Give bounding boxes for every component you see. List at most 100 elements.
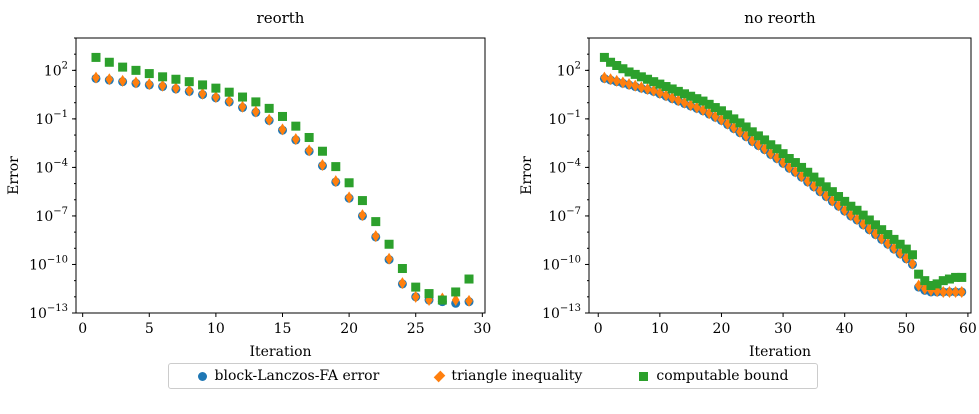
data-point-square bbox=[599, 52, 609, 62]
data-point-square bbox=[723, 110, 733, 120]
data-point-square bbox=[858, 210, 868, 220]
data-point-square bbox=[760, 135, 770, 145]
diamond-marker-icon bbox=[434, 370, 446, 382]
data-point-diamond bbox=[358, 209, 367, 222]
data-point-square bbox=[251, 97, 261, 107]
y-tick-label: 10−13 bbox=[542, 303, 581, 322]
data-point-square bbox=[692, 94, 702, 104]
data-point-square bbox=[883, 230, 893, 240]
data-point-diamond bbox=[699, 103, 707, 116]
data-point-square bbox=[809, 172, 819, 182]
data-point-square bbox=[920, 276, 930, 286]
x-axis-label: Iteration bbox=[749, 344, 811, 360]
x-tick-label: 50 bbox=[897, 321, 915, 337]
data-point-square bbox=[747, 127, 757, 137]
data-point-square bbox=[790, 158, 800, 168]
data-point-square bbox=[144, 69, 154, 79]
data-point-square bbox=[895, 239, 905, 249]
data-point-square bbox=[901, 244, 911, 254]
data-point-square bbox=[211, 83, 221, 93]
data-point-square bbox=[344, 178, 354, 188]
data-point-diamond bbox=[411, 290, 420, 303]
data-point-square bbox=[655, 79, 665, 89]
x-tick-label: 5 bbox=[145, 321, 154, 337]
data-point-diamond bbox=[625, 78, 633, 91]
data-point-square bbox=[797, 162, 807, 172]
data-point-diamond bbox=[933, 285, 941, 298]
data-point-square bbox=[741, 122, 751, 132]
y-tick-label: 10−1 bbox=[548, 109, 581, 128]
legend-item-block-lanczos: block-Lanczos-FA error bbox=[197, 368, 380, 384]
data-point-diamond bbox=[132, 76, 140, 89]
data-point-diamond bbox=[265, 113, 273, 126]
data-point-square bbox=[184, 77, 194, 87]
data-point-square bbox=[264, 103, 274, 113]
y-axis-label: Error bbox=[6, 156, 22, 195]
data-point-diamond bbox=[619, 76, 627, 89]
x-tick-label: 20 bbox=[713, 321, 731, 337]
data-point-square bbox=[784, 154, 794, 164]
data-point-square bbox=[612, 61, 622, 70]
data-point-square bbox=[371, 217, 381, 227]
x-tick-label: 0 bbox=[594, 321, 603, 337]
data-point-diamond bbox=[914, 279, 923, 292]
data-point-square bbox=[357, 196, 367, 206]
data-point-diamond bbox=[945, 285, 954, 298]
y-axis-label: Error bbox=[519, 156, 535, 195]
x-tick-label: 20 bbox=[340, 321, 358, 337]
data-point-square bbox=[951, 272, 961, 282]
data-point-diamond bbox=[606, 73, 615, 86]
data-point-square bbox=[606, 57, 616, 67]
data-point-diamond bbox=[398, 277, 407, 290]
chart-title: no reorth bbox=[744, 9, 816, 27]
data-point-square bbox=[238, 92, 248, 102]
panel-2: no reorth 0 10 20 30 40 50 60 102 10−1 10−4 10−7 10−… bbox=[519, 9, 977, 360]
data-point-square bbox=[846, 201, 856, 211]
x-tick-label: 25 bbox=[407, 321, 425, 337]
data-point-square bbox=[451, 287, 461, 297]
data-point-diamond bbox=[766, 147, 775, 160]
data-point-square bbox=[643, 74, 653, 84]
data-point-square bbox=[686, 91, 696, 101]
data-point-diamond bbox=[908, 257, 917, 270]
data-point-square bbox=[630, 69, 640, 79]
x-tick-label: 60 bbox=[959, 321, 977, 337]
circle-marker-icon bbox=[197, 371, 207, 381]
x-tick-label: 40 bbox=[836, 321, 854, 337]
data-point-square bbox=[821, 182, 831, 192]
legend-label: block-Lanczos-FA error bbox=[214, 368, 380, 384]
data-point-diamond bbox=[939, 285, 948, 298]
x-tick-label: 10 bbox=[651, 321, 669, 337]
data-point-diamond bbox=[331, 175, 340, 188]
y-tick-label: 102 bbox=[557, 60, 581, 79]
data-point-diamond bbox=[305, 144, 313, 157]
data-point-square bbox=[766, 140, 776, 150]
data-point-square bbox=[957, 272, 967, 282]
data-point-diamond bbox=[785, 161, 794, 174]
legend-item-computable: computable bound bbox=[639, 368, 788, 384]
data-point-diamond bbox=[198, 87, 207, 100]
data-point-diamond bbox=[853, 213, 861, 226]
data-point-square bbox=[840, 196, 850, 206]
data-point-square bbox=[397, 264, 407, 274]
data-point-diamond bbox=[742, 129, 750, 142]
data-point-square bbox=[673, 86, 683, 96]
plot-frame bbox=[75, 37, 486, 314]
data-point-square bbox=[815, 177, 825, 187]
data-point-square bbox=[716, 106, 726, 116]
data-point-square bbox=[877, 225, 887, 235]
data-point-diamond bbox=[810, 180, 818, 193]
data-point-square bbox=[624, 67, 634, 77]
data-point-square bbox=[304, 132, 314, 142]
data-layer bbox=[91, 52, 474, 308]
data-point-diamond bbox=[871, 227, 880, 240]
data-point-diamond bbox=[371, 230, 380, 243]
data-point-square bbox=[729, 114, 739, 124]
square-marker-icon bbox=[639, 371, 649, 381]
data-point-diamond bbox=[957, 285, 966, 298]
data-point-diamond bbox=[451, 294, 460, 307]
data-point-square bbox=[291, 121, 301, 131]
data-point-diamond bbox=[951, 285, 960, 298]
data-point-diamond bbox=[662, 89, 670, 102]
y-tick-label: 10−1 bbox=[35, 109, 68, 128]
